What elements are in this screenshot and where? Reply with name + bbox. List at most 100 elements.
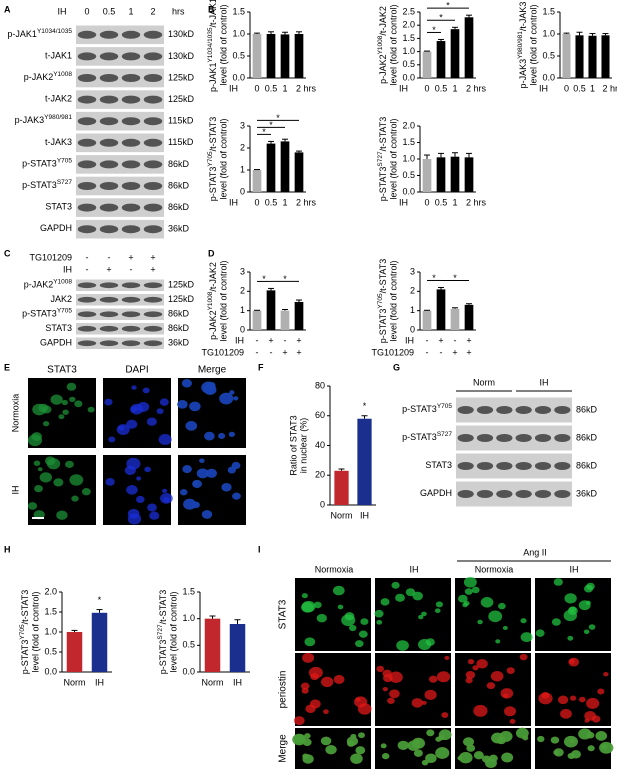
cell: [438, 734, 445, 741]
superscript: Y1008: [207, 291, 214, 310]
cell: [66, 382, 77, 391]
cell: [463, 576, 477, 588]
cell: [424, 689, 437, 700]
x-prefix-label: IH: [539, 83, 548, 93]
kd-label: 125kD: [168, 94, 195, 104]
kd-label: 130kD: [168, 29, 195, 39]
label-part: GAPDH: [40, 224, 72, 234]
y-tick-label: 3: [240, 266, 245, 276]
cell: [323, 709, 329, 715]
blot-label: p-JAK1Y1034/1035: [7, 28, 72, 39]
cell: [463, 737, 475, 747]
cell: [183, 498, 197, 510]
blot-band: [143, 74, 163, 82]
cell: [569, 695, 577, 701]
y-tick-label: 0: [240, 324, 245, 334]
cell: [358, 630, 368, 638]
cell: [426, 729, 435, 737]
cell: [418, 614, 424, 620]
blot-band: [99, 74, 119, 82]
bar: [588, 35, 597, 78]
x-row-mark: +: [466, 335, 471, 345]
x-tick-label: 1: [282, 83, 287, 93]
kd-label: 86kD: [576, 404, 598, 414]
row-label: STAT3: [278, 599, 289, 629]
kd-label: 86kD: [576, 432, 598, 442]
bar: [252, 310, 262, 330]
cell: [292, 733, 307, 746]
cell: [387, 697, 395, 704]
column-label: IH: [570, 564, 579, 574]
cell: [553, 749, 560, 756]
x-row-mark: +: [466, 347, 471, 357]
cell: [337, 604, 344, 610]
cell: [301, 687, 309, 694]
sig-label: *: [269, 120, 273, 130]
bar: [575, 35, 584, 78]
x-row-mark: -: [284, 335, 287, 345]
cell: [488, 610, 503, 623]
y-tick-label: 1.5: [402, 137, 415, 147]
x-prefix-label: IH: [399, 197, 408, 207]
x-tick-label: 0: [254, 197, 259, 207]
bar: [91, 612, 108, 672]
y-tick-label: 2.0: [402, 120, 415, 130]
y-tick-label: 0.0: [44, 666, 57, 676]
blot-band: [554, 462, 571, 470]
cell: [504, 706, 517, 717]
y-tick-label: 0.5: [542, 50, 555, 60]
lane-header-label: IH: [58, 6, 67, 16]
bar: [334, 470, 349, 505]
sig-label: *: [446, 1, 450, 11]
cell: [585, 600, 591, 605]
label-part: p-STAT3: [402, 404, 437, 414]
blot-band: [143, 117, 163, 126]
blot-band: [77, 325, 97, 332]
blot-strip: [76, 176, 164, 196]
x-tick-label: 1: [452, 197, 457, 207]
blot-band: [515, 434, 532, 442]
blot-label: t-JAK1: [45, 51, 72, 61]
cell: [304, 637, 316, 647]
superscript: Y1034/1035: [207, 27, 214, 62]
cell: [181, 379, 192, 388]
blot-band: [143, 340, 163, 347]
y-axis-label: level (fold of control): [528, 4, 538, 85]
sig-label: *: [363, 401, 367, 411]
cell: [595, 731, 608, 741]
label-part: /t-STAT3: [158, 590, 168, 625]
blot-band: [496, 490, 513, 498]
cell: [196, 468, 209, 479]
cell: [185, 421, 198, 431]
treatment-mark: -: [108, 252, 111, 262]
kd-label: 125kD: [168, 294, 195, 304]
blot-strip: [76, 25, 164, 45]
superscript: Y705: [377, 293, 384, 309]
cell: [569, 739, 575, 744]
cell: [350, 733, 357, 739]
x-tick-label: 1: [282, 197, 287, 207]
kd-label: 86kD: [168, 159, 190, 169]
treatment-mark: -: [86, 264, 89, 274]
y-tick-label: 0.5: [402, 170, 415, 180]
cell: [162, 488, 168, 494]
kd-label: 86kD: [168, 323, 190, 333]
cell: [127, 508, 140, 519]
cell: [599, 741, 614, 754]
y-tick-label: 2: [240, 142, 245, 152]
bar: [464, 157, 474, 192]
label-part: p-STAT3: [402, 432, 437, 442]
cell: [347, 740, 355, 747]
sig-label: *: [453, 273, 457, 283]
blot-band: [515, 490, 532, 498]
cell: [421, 700, 427, 705]
x-tick-label: 0.5: [435, 83, 448, 93]
blot-band: [534, 406, 552, 414]
treatment-mark: -: [86, 252, 89, 262]
superscript: Y705: [437, 403, 453, 410]
y-tick-label: 40: [315, 440, 325, 450]
label-part: p-STAT3: [22, 159, 57, 169]
group-label: Norm: [473, 377, 495, 387]
y-tick-label: 0: [320, 499, 325, 509]
